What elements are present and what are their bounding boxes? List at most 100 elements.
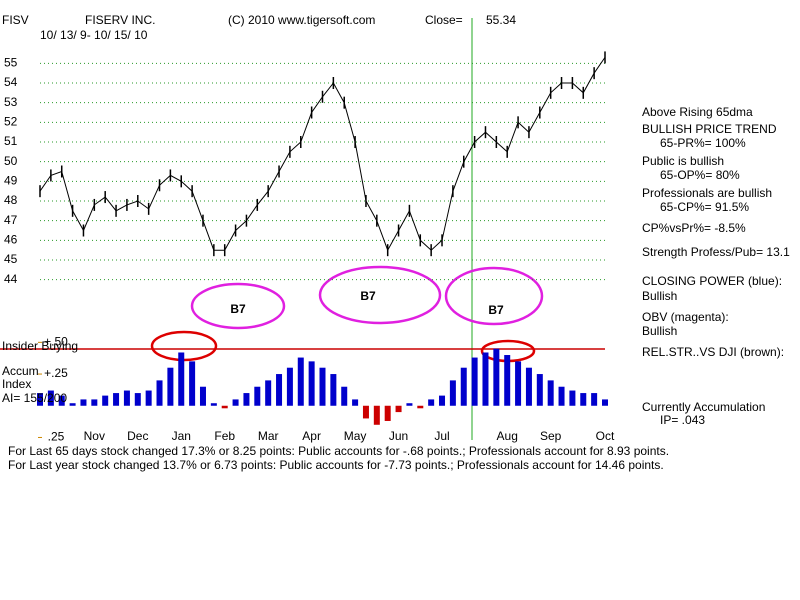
x-tick-label: Oct — [596, 429, 615, 443]
accum-bar — [580, 393, 587, 406]
accum-bar — [276, 374, 283, 406]
y-tick-label: 53 — [4, 95, 18, 109]
accum-bar — [406, 403, 413, 406]
sidebar-text: IP= .043 — [660, 413, 705, 427]
accum-bar — [178, 352, 185, 406]
signal-label: B7 — [360, 289, 376, 303]
accum-bar — [439, 395, 446, 406]
accum-bar — [308, 361, 315, 406]
sidebar-text: Bullish — [642, 289, 677, 303]
copyright: (C) 2010 www.tigersoft.com — [228, 13, 375, 27]
footer-text: For Last 65 days stock changed 17.3% or … — [8, 444, 669, 458]
accum-bar — [417, 405, 424, 409]
accum-bar — [460, 367, 467, 406]
x-tick-label: Jan — [172, 429, 191, 443]
accum-bar — [482, 352, 489, 406]
y-tick-label: 48 — [4, 193, 18, 207]
highlight-ellipse — [318, 265, 442, 325]
x-tick-label: Apr — [302, 429, 321, 443]
accum-bar — [47, 390, 54, 406]
accum-bar — [352, 399, 359, 406]
y-tick-label: +.50 — [44, 335, 68, 349]
accum-bar — [536, 374, 543, 406]
insider-label: Insider Buying — [2, 339, 78, 353]
sidebar-text: Strength Profess/Pub= 13.1 — [642, 245, 790, 259]
accum-bar — [384, 405, 391, 421]
y-tick-label: 52 — [4, 115, 18, 129]
accum-bar — [330, 374, 337, 406]
x-tick-label: Mar — [258, 429, 279, 443]
y-tick-label: 50 — [4, 154, 18, 168]
sidebar-text: Above Rising 65dma — [642, 105, 753, 119]
x-tick-label: Nov — [84, 429, 105, 443]
sidebar-text: CLOSING POWER (blue): — [642, 274, 782, 288]
sidebar-text: Professionals are bullish — [642, 186, 772, 200]
accum-bar — [591, 393, 598, 406]
accum-bar — [265, 380, 272, 406]
accum-bar — [449, 380, 456, 406]
accum-bar — [558, 386, 565, 406]
y-tick-label: 46 — [4, 233, 18, 247]
y-tick-label: 44 — [4, 272, 18, 286]
highlight-ellipse — [444, 266, 544, 326]
accum-bar — [547, 380, 554, 406]
accum-bar — [504, 355, 511, 406]
y-tick-label: 54 — [4, 75, 18, 89]
accum-bar — [145, 390, 152, 406]
accum-bar — [156, 380, 163, 406]
accum-label: Accum — [2, 364, 39, 378]
accum-bar — [199, 386, 206, 406]
accum-bar — [221, 405, 228, 409]
company: FISERV INC. — [85, 13, 155, 27]
y-tick-label: .25 — [48, 430, 65, 444]
accum-bar — [58, 395, 65, 406]
x-tick-label: May — [344, 429, 367, 443]
sidebar-text: BULLISH PRICE TREND — [642, 122, 777, 136]
sidebar-text: OBV (magenta): — [642, 310, 729, 324]
accum-bar — [493, 348, 500, 406]
sidebar-text: CP%vsPr%= -8.5% — [642, 221, 746, 235]
sidebar-text: 65-CP%= 91.5% — [660, 200, 749, 214]
accum-bar — [80, 399, 87, 406]
accum-label: AI= 155/200 — [2, 391, 67, 405]
signal-label: B7 — [230, 302, 246, 316]
signal-label: B7 — [488, 303, 504, 317]
x-tick-label: Jul — [434, 429, 449, 443]
price-line — [39, 57, 606, 252]
sidebar-text: Bullish — [642, 324, 677, 338]
x-tick-label: Feb — [214, 429, 235, 443]
footer-text: For Last year stock changed 13.7% or 6.7… — [8, 458, 664, 472]
y-tick-label: 55 — [4, 56, 18, 70]
y-tick-label: 47 — [4, 213, 18, 227]
accum-bar — [69, 403, 76, 406]
accum-bar — [167, 367, 174, 406]
accum-bar — [319, 367, 326, 406]
close-label: Close= — [425, 13, 463, 27]
accum-bar — [515, 361, 522, 406]
accum-bar — [232, 399, 239, 406]
sidebar-text: REL.STR..VS DJI (brown): — [642, 345, 784, 359]
sidebar-text: Public is bullish — [642, 154, 724, 168]
x-tick-label: Aug — [497, 429, 518, 443]
accum-bar — [602, 399, 608, 406]
highlight-ellipse — [190, 282, 286, 330]
accum-bar — [91, 399, 98, 406]
accum-bar — [341, 386, 348, 406]
accum-bar — [102, 395, 109, 406]
accum-bar — [210, 403, 217, 406]
accum-bar — [113, 393, 120, 406]
x-tick-label: Dec — [127, 429, 148, 443]
accum-bar — [286, 367, 293, 406]
sidebar-text: 65-PR%= 100% — [660, 136, 746, 150]
sidebar-text: 65-OP%= 80% — [660, 168, 740, 182]
accum-bar — [123, 390, 130, 406]
close-value: 55.34 — [486, 13, 516, 27]
accum-bar — [428, 399, 435, 406]
accum-bar — [569, 390, 576, 406]
accum-label: Index — [2, 377, 31, 391]
x-tick-label: Jun — [389, 429, 408, 443]
y-tick-label: 45 — [4, 252, 18, 266]
accum-bar — [395, 405, 402, 413]
